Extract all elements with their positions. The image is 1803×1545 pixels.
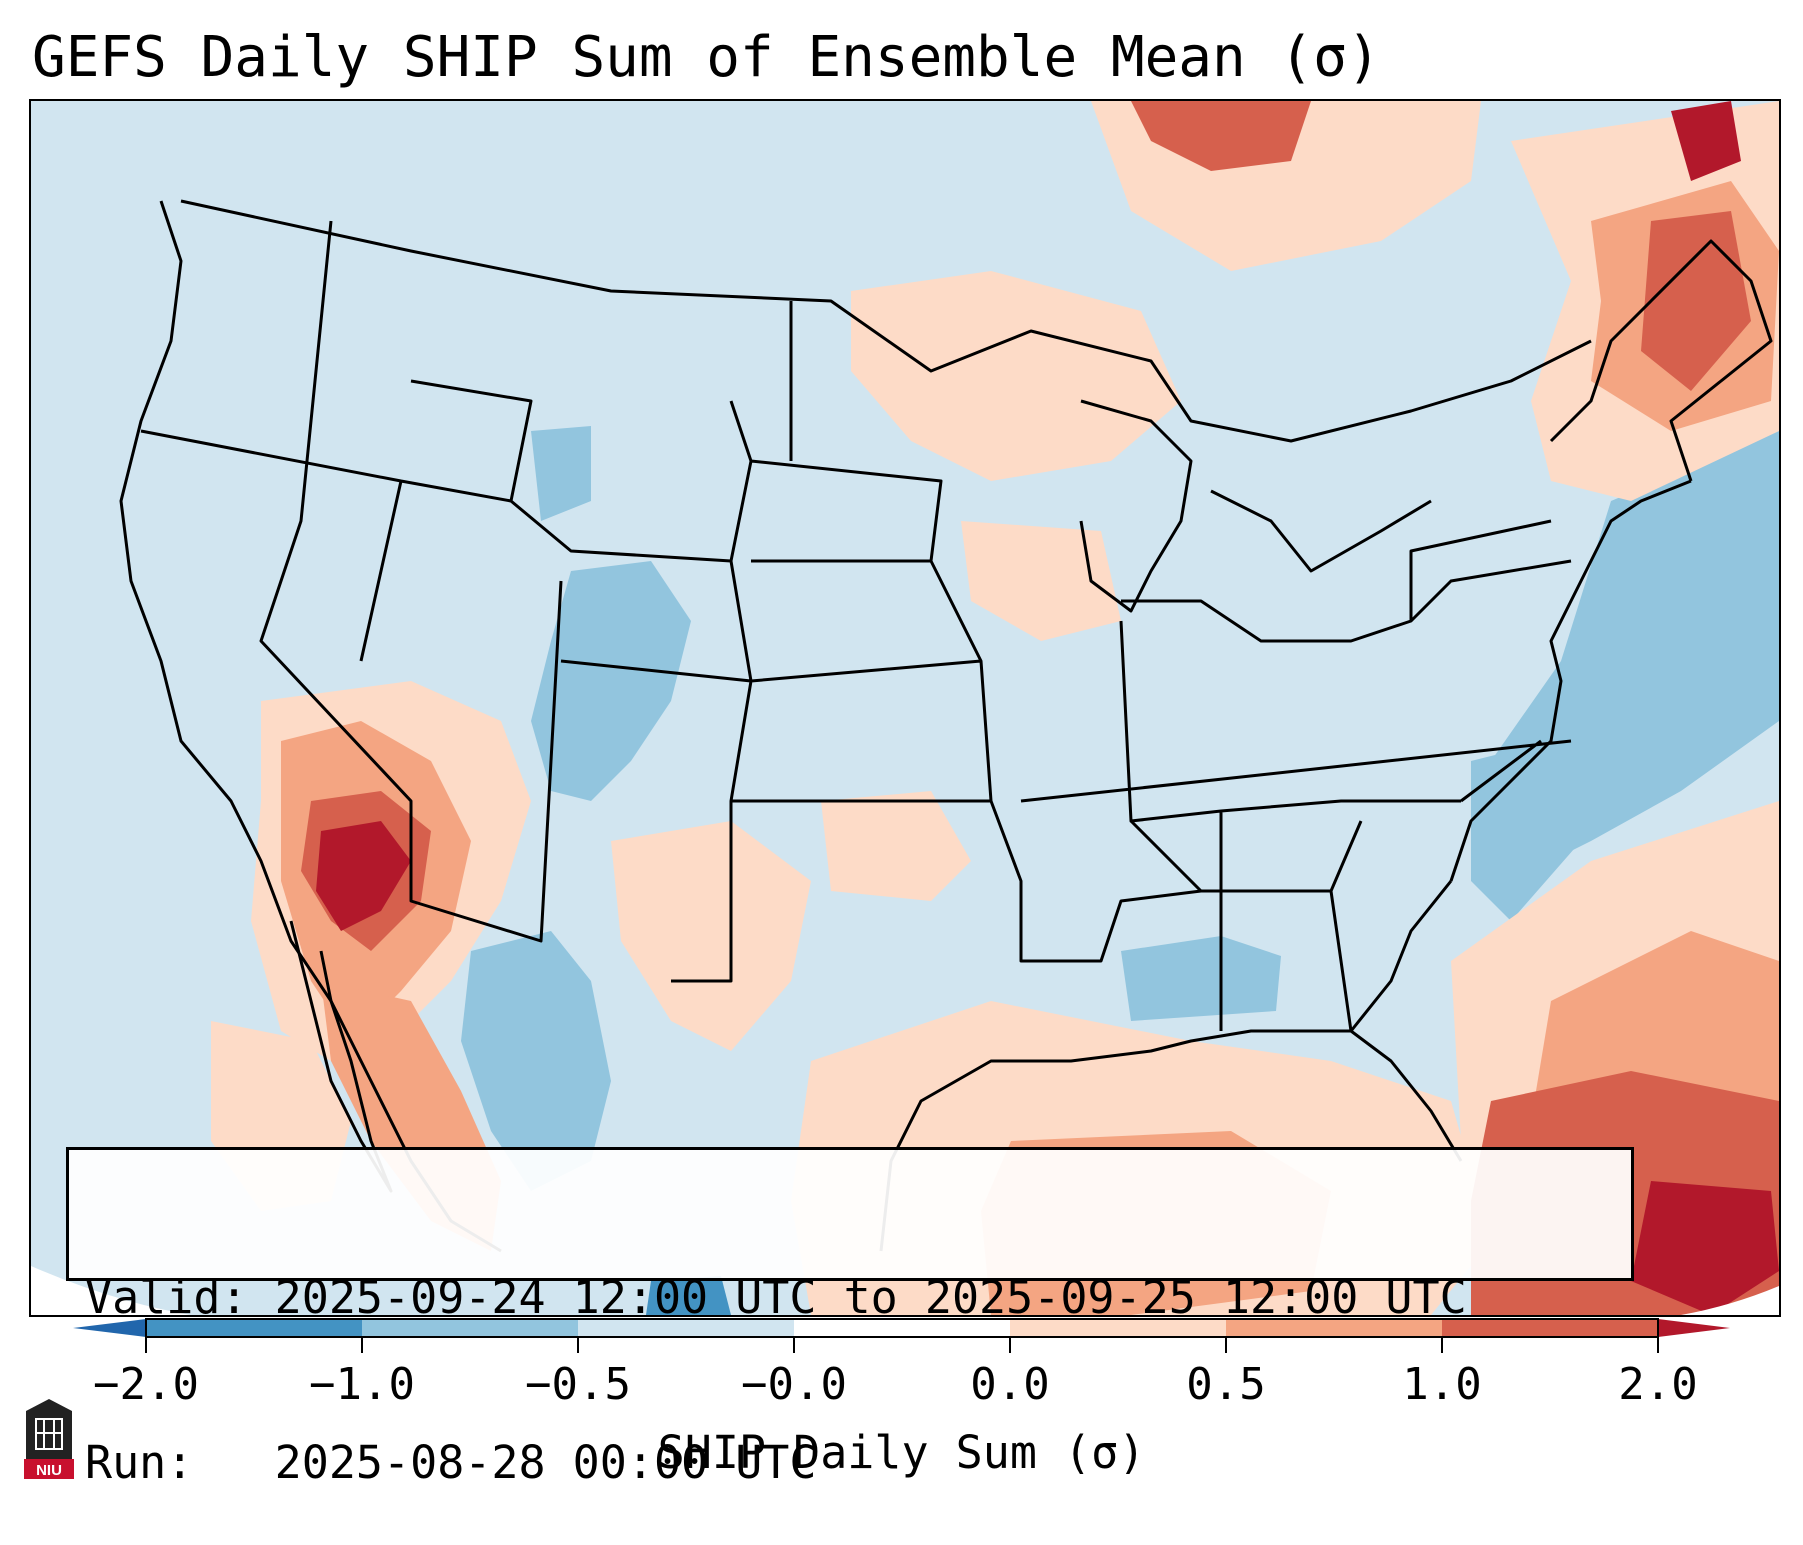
logo-window-grid-icon <box>36 1419 62 1449</box>
colorbar-outline <box>145 1318 1659 1338</box>
valid-run-info-box: Valid: 2025-09-24 12:00 UTC to 2025-09-2… <box>66 1147 1634 1489</box>
anomaly-region-upper-midwest <box>851 271 1181 481</box>
coastline-maritimes <box>1549 239 1773 482</box>
coastline-east <box>1449 479 1692 882</box>
boundary-lines <box>119 199 1773 1253</box>
anomaly-region-hudson-bay-core <box>1131 101 1311 171</box>
coastline-florida <box>1349 880 1453 1032</box>
niu-logo: NIU <box>24 1399 74 1479</box>
state-lines-east <box>1020 519 1572 1032</box>
map-panel <box>29 99 1781 1317</box>
anomaly-region-texas <box>611 821 811 1051</box>
great-lakes-outline <box>1079 399 1432 613</box>
colorbar-ticks <box>145 1337 1659 1353</box>
colorbar-bin-1 <box>362 1319 579 1337</box>
colorbar-tick-label-0: −2.0 <box>93 1359 199 1410</box>
projection-corner <box>31 1266 191 1315</box>
colorbar-tick-label-5: 0.5 <box>1186 1359 1265 1410</box>
colorbar-bin-4 <box>1010 1319 1227 1337</box>
anomaly-region-lower-colorado-core <box>316 821 411 931</box>
anomaly-region-iowa <box>961 521 1121 641</box>
coastline-gulf <box>879 1029 1463 1252</box>
colorbar-tick-label-1: −1.0 <box>309 1359 415 1410</box>
anomaly-region-idaho <box>531 426 591 521</box>
us-canada-border <box>180 199 1592 443</box>
chart-title: GEFS Daily SHIP Sum of Ensemble Mean (σ) <box>32 25 1381 90</box>
state-lines-central <box>671 301 1202 983</box>
anomaly-region-sonora-highlands <box>461 931 611 1191</box>
logo-text: NIU <box>36 1462 62 1479</box>
colorbar-tick-labels: −2.0 −1.0 −0.5 −0.0 0.0 0.5 1.0 2.0 <box>93 1359 1698 1410</box>
colorbar-bin-5 <box>1226 1319 1443 1337</box>
colorbar-bin-6 <box>1442 1319 1659 1337</box>
run-time-text: Run: 2025-08-28 00:00 UTC <box>85 1436 817 1489</box>
valid-time-text: Valid: 2025-09-24 12:00 UTC to 2025-09-2… <box>85 1271 1467 1324</box>
coastline-west <box>119 200 502 1253</box>
colorbar: −2.0 −1.0 −0.5 −0.0 0.0 0.5 1.0 2.0 <box>73 1318 1730 1410</box>
colorbar-tick-label-6: 1.0 <box>1402 1359 1481 1410</box>
colorbar-tick-label-3: −0.0 <box>741 1359 847 1410</box>
projection-corner-right <box>1681 1286 1779 1315</box>
anomaly-region-quebec-core <box>1671 101 1741 181</box>
anomaly-region-maritimes-core <box>1641 211 1751 391</box>
colorbar-bin-3 <box>794 1319 1011 1337</box>
colorbar-tick-label-4: 0.0 <box>970 1359 1049 1410</box>
logo-tower-icon <box>26 1399 72 1459</box>
anomaly-region-oklahoma <box>821 791 971 901</box>
anomaly-region-caribbean-core <box>1631 1181 1779 1315</box>
anomaly-region-colorado-plateau <box>531 561 691 801</box>
colorbar-tick-label-2: −0.5 <box>525 1359 631 1410</box>
colorbar-tick-label-7: 2.0 <box>1618 1359 1697 1410</box>
colorbar-under-extension <box>73 1319 146 1337</box>
state-lines-west <box>140 220 753 943</box>
anomaly-region-lower-mississippi <box>1121 936 1281 1021</box>
colorbar-over-extension <box>1658 1319 1730 1337</box>
anomaly-region-mexico-core <box>646 1276 731 1315</box>
colorbar-bins <box>146 1319 1659 1337</box>
map-canvas <box>31 101 1779 1315</box>
colorbar-bin-2 <box>578 1319 795 1337</box>
colorbar-bin-0 <box>146 1319 363 1337</box>
anomaly-region-carolinas <box>1471 741 1581 921</box>
logo-banner <box>24 1459 74 1479</box>
colorbar-label: SHIP Daily Sum (σ) <box>657 1426 1146 1479</box>
